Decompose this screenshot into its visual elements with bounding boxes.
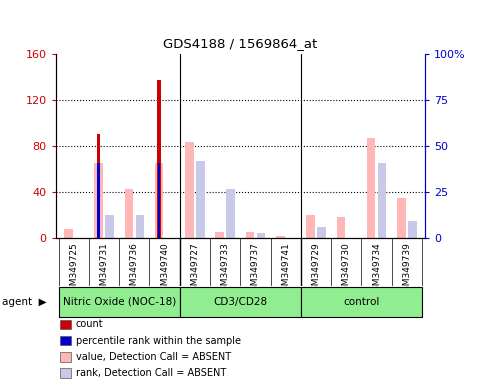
Text: GSM349736: GSM349736 <box>130 242 139 297</box>
Bar <box>136 215 144 238</box>
Title: GDS4188 / 1569864_at: GDS4188 / 1569864_at <box>163 37 317 50</box>
Bar <box>397 198 406 238</box>
Bar <box>58 287 180 317</box>
Bar <box>64 229 72 238</box>
Bar <box>157 80 161 238</box>
Bar <box>246 232 254 238</box>
Bar <box>94 163 103 238</box>
Bar <box>196 161 205 238</box>
Text: GSM349737: GSM349737 <box>251 242 260 297</box>
Bar <box>276 236 284 238</box>
Bar <box>215 232 224 238</box>
Bar <box>408 221 416 238</box>
Text: GSM349733: GSM349733 <box>221 242 229 297</box>
Bar <box>125 189 133 238</box>
Text: control: control <box>343 297 380 307</box>
Bar <box>97 134 100 238</box>
Text: GSM349729: GSM349729 <box>312 242 321 297</box>
Text: value, Detection Call = ABSENT: value, Detection Call = ABSENT <box>76 352 231 362</box>
Bar <box>98 163 99 238</box>
Bar <box>337 217 345 238</box>
Bar <box>155 163 163 238</box>
Bar <box>180 287 301 317</box>
Text: GSM349739: GSM349739 <box>402 242 412 297</box>
Text: GSM349725: GSM349725 <box>69 242 78 297</box>
Bar <box>317 227 326 238</box>
Text: percentile rank within the sample: percentile rank within the sample <box>76 336 241 346</box>
Text: rank, Detection Call = ABSENT: rank, Detection Call = ABSENT <box>76 368 226 378</box>
Text: GSM349741: GSM349741 <box>281 242 290 297</box>
Bar <box>227 189 235 238</box>
Text: GSM349730: GSM349730 <box>342 242 351 297</box>
Text: Nitric Oxide (NOC-18): Nitric Oxide (NOC-18) <box>62 297 176 307</box>
Bar <box>301 287 422 317</box>
Bar <box>378 163 386 238</box>
Bar <box>306 215 315 238</box>
Text: CD3/CD28: CD3/CD28 <box>213 297 268 307</box>
Bar <box>158 163 160 238</box>
Text: GSM349734: GSM349734 <box>372 242 381 297</box>
Bar <box>105 215 114 238</box>
Bar <box>185 142 194 238</box>
Text: GSM349740: GSM349740 <box>160 242 169 297</box>
Text: agent  ▶: agent ▶ <box>2 297 47 307</box>
Bar <box>367 138 375 238</box>
Text: count: count <box>76 319 103 329</box>
Bar <box>256 233 265 238</box>
Text: GSM349727: GSM349727 <box>190 242 199 297</box>
Text: GSM349731: GSM349731 <box>99 242 109 297</box>
